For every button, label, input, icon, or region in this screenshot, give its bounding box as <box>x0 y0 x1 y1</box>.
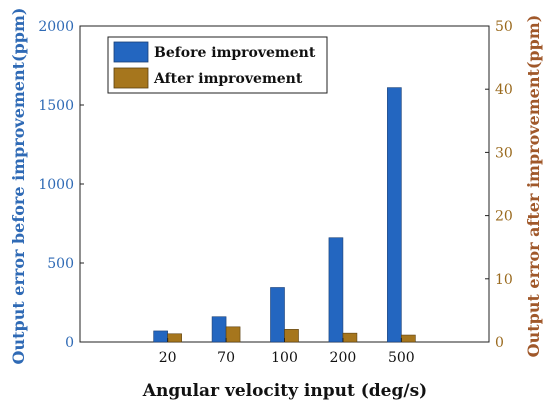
y-left-tick-label-2000: 2000 <box>38 19 74 35</box>
legend-swatch-before <box>113 41 149 63</box>
ticks-layer: 20 70 100 200 500 0 500 1000 1500 2000 0 10 20 30 40 50 <box>38 19 512 366</box>
bar-after-200 <box>342 332 358 343</box>
x-tick-label-500: 500 <box>388 350 415 366</box>
y-right-tick-label-50: 50 <box>495 19 513 35</box>
x-tick-label-200: 200 <box>330 350 357 366</box>
y-right-tick-label-20: 20 <box>495 209 513 225</box>
bar-after-500 <box>401 334 416 343</box>
y-right-tick-label-40: 40 <box>495 82 513 98</box>
y-right-tick-label-10: 10 <box>495 272 513 288</box>
x-tick-label-70: 70 <box>217 350 235 366</box>
legend-label-before: Before improvement <box>154 45 316 61</box>
bar-before-500 <box>387 87 402 343</box>
bar-after-100 <box>284 329 299 343</box>
bar-before-100 <box>270 287 285 343</box>
bar-after-20 <box>167 333 182 343</box>
bars-layer <box>153 87 416 343</box>
x-tick-label-20: 20 <box>159 350 177 366</box>
x-axis-title: Angular velocity input (deg/s) <box>142 381 427 401</box>
legend-label-after: After improvement <box>153 71 303 87</box>
bar-before-70 <box>211 316 227 343</box>
y-left-tick-label-500: 500 <box>47 256 74 272</box>
y-left-tick-label-0: 0 <box>65 335 74 351</box>
y-axis-left-title: Output error before improvement(ppm) <box>9 8 28 365</box>
y-left-tick-label-1500: 1500 <box>38 98 74 114</box>
bar-before-20 <box>153 330 168 343</box>
y-left-tick-label-1000: 1000 <box>38 177 74 193</box>
legend-swatch-after <box>113 67 149 89</box>
bar-after-70 <box>225 326 241 343</box>
y-axis-right-title: Output error after improvement(ppm) <box>524 15 543 358</box>
legend: Before improvement After improvement <box>107 36 328 94</box>
x-tick-label-100: 100 <box>271 350 298 366</box>
bar-before-200 <box>328 237 344 343</box>
y-right-tick-label-0: 0 <box>495 335 504 351</box>
y-right-tick-label-30: 30 <box>495 145 513 161</box>
